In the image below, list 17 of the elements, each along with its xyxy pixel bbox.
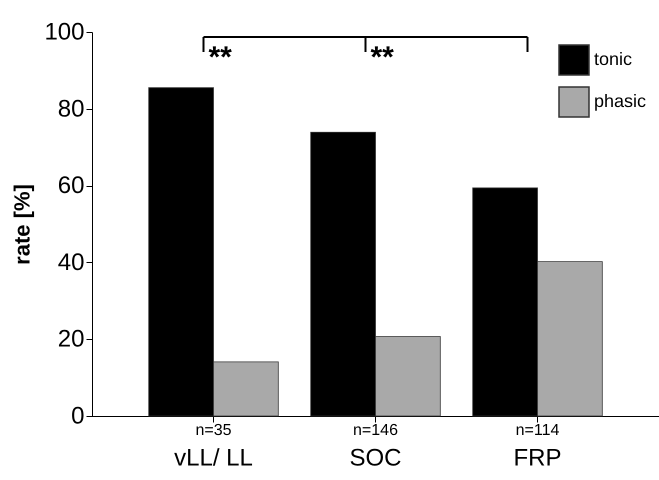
x-tick-label: FRP (514, 444, 562, 472)
y-tick-label: 80 (58, 95, 84, 122)
legend-label: tonic (594, 49, 632, 69)
y-axis-title: rate [%] (9, 184, 34, 265)
annotation: ** (208, 41, 232, 74)
text: n=35 (195, 422, 232, 439)
y-tick-label: 40 (58, 248, 84, 276)
legend-label: phasic (594, 91, 646, 111)
text: n=146 (353, 422, 398, 439)
y-tick-label: 60 (58, 172, 84, 200)
y-tick-label: 0 (71, 402, 84, 430)
y-tick-label: 100 (44, 18, 84, 46)
y-tick-label: 20 (58, 326, 84, 353)
text: n=114 (516, 422, 560, 439)
x-tick-label: SOC (349, 444, 402, 472)
x-tick-label: vLL/ LL (174, 444, 253, 472)
annotation: ** (370, 41, 394, 74)
